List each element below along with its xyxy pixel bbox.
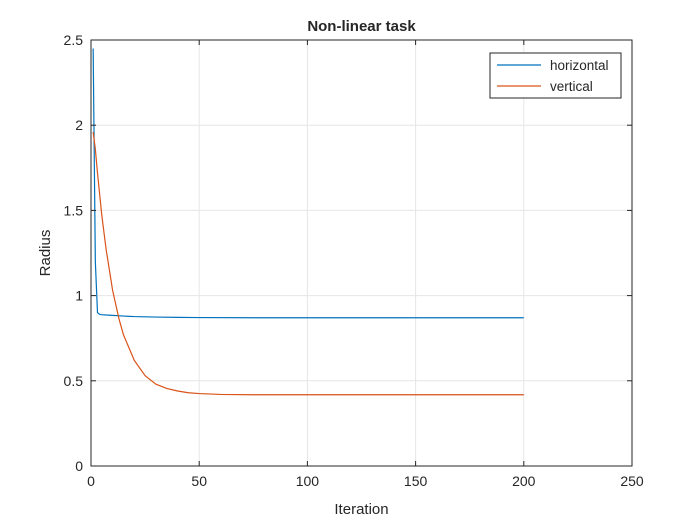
legend-label-vertical: vertical bbox=[550, 79, 593, 94]
x-tick-label: 0 bbox=[87, 473, 95, 489]
x-tick-label: 250 bbox=[620, 473, 644, 489]
series-line-horizontal bbox=[92, 48, 524, 319]
tick-marks bbox=[90, 39, 633, 467]
x-tick-label: 150 bbox=[404, 473, 428, 489]
y-tick-label: 2.5 bbox=[64, 32, 84, 48]
y-tick-label: 0 bbox=[75, 458, 83, 474]
y-tick-label: 1 bbox=[75, 288, 83, 304]
y-axis-label: Radius bbox=[37, 230, 54, 277]
x-tick-label: 50 bbox=[191, 473, 207, 489]
y-tick-labels: 0 0.5 1 1.5 2 2.5 bbox=[64, 32, 84, 474]
plot-area bbox=[91, 40, 632, 466]
legend-box bbox=[489, 52, 622, 99]
x-tick-label: 200 bbox=[512, 473, 536, 489]
axes-box bbox=[90, 39, 633, 467]
legend: horizontal vertical bbox=[489, 52, 622, 99]
legend-label-horizontal: horizontal bbox=[550, 58, 609, 73]
x-tick-label: 100 bbox=[296, 473, 320, 489]
series-line-vertical bbox=[92, 131, 524, 396]
x-axis-label: Iteration bbox=[334, 501, 388, 518]
y-tick-label: 0.5 bbox=[64, 373, 84, 389]
grid-lines bbox=[91, 40, 632, 466]
chart-title: Non-linear task bbox=[307, 18, 416, 35]
y-tick-label: 2 bbox=[75, 117, 83, 133]
x-tick-labels: 0 50 100 150 200 250 bbox=[87, 473, 644, 489]
series-lines bbox=[92, 48, 524, 396]
y-tick-label: 1.5 bbox=[64, 202, 84, 218]
